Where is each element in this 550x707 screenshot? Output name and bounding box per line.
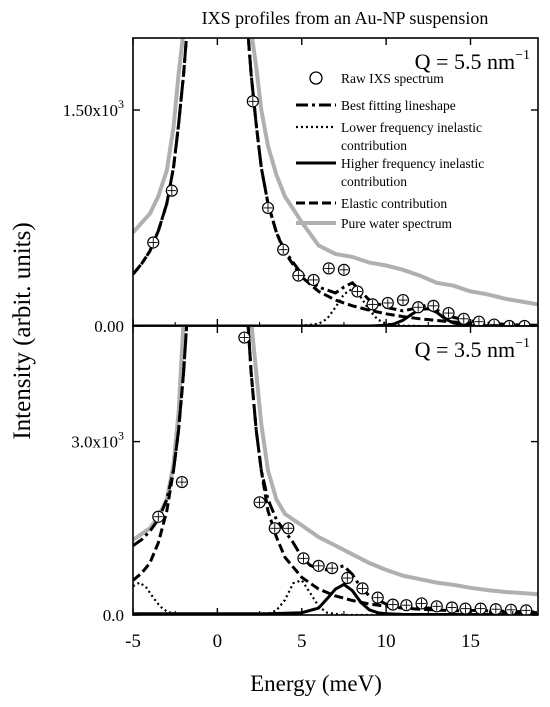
raw-data-point xyxy=(503,319,516,326)
legend-label: Pure water spectrum xyxy=(341,216,452,231)
raw-data-point xyxy=(261,201,275,215)
legend: Raw IXS spectrum Best fitting lineshape Lo… xyxy=(296,71,484,231)
raw-data-point xyxy=(430,600,443,613)
raw-data-point xyxy=(351,285,364,298)
raw-data-point xyxy=(412,301,425,314)
raw-data-point xyxy=(371,591,384,604)
panel-frame xyxy=(132,325,539,616)
y-axis-label: Intensity (arbit. units) xyxy=(9,222,36,439)
x-tick-label: 0 xyxy=(213,631,223,652)
x-tick-label: 10 xyxy=(377,631,396,652)
raw-data-point xyxy=(322,262,335,275)
y-tick-label: 0.0 xyxy=(103,606,124,625)
raw-data-point xyxy=(307,273,320,287)
legend-item: Elastic contribution xyxy=(296,196,447,211)
raw-data-point xyxy=(474,602,487,615)
y-tick-label: 0.00 xyxy=(94,317,124,336)
y-tick-exponent: 3 xyxy=(118,97,124,111)
raw-data-point xyxy=(504,603,518,615)
legend-label: Raw IXS spectrum xyxy=(341,71,444,86)
legend-label: Best fitting lineshape xyxy=(341,98,456,113)
raw-data-point xyxy=(396,293,410,307)
legend-label-line2: contribution xyxy=(341,138,407,153)
panel-top: 0.00 1.50x103 Q = 5.5 nm−1 xyxy=(63,37,539,336)
panel-frame xyxy=(132,37,539,327)
q-label: Q = 3.5 nm−1 xyxy=(415,336,530,362)
legend-label: Lower frequency inelastic xyxy=(341,120,482,135)
x-tick-label: 15 xyxy=(461,631,480,652)
panel-bottom: -5 0 5 10 15 0.0 3.0x103 Q = 3.5 nm−1 xyxy=(71,325,539,652)
plot-area xyxy=(133,326,538,615)
y-tick-label: 1.50x103 xyxy=(63,97,124,120)
raw-data-point xyxy=(520,604,533,615)
raw-data-point xyxy=(341,571,354,585)
raw-data-point xyxy=(366,298,379,311)
legend-label: Higher frequency inelastic xyxy=(341,156,484,171)
raw-data-point xyxy=(459,602,472,615)
series-solid-line xyxy=(133,582,538,615)
raw-data-point xyxy=(386,598,399,611)
legend-item: Lower frequency inelastic contribution xyxy=(296,120,482,153)
legend-item: Pure water spectrum xyxy=(296,216,452,231)
raw-data-point xyxy=(381,296,394,310)
raw-data-point xyxy=(472,315,486,326)
x-tick-label: 5 xyxy=(297,631,307,652)
plot-area xyxy=(133,38,538,326)
y-tick-label: 3.0x103 xyxy=(71,429,124,452)
q-label-superscript: −1 xyxy=(515,48,530,63)
raw-data-point xyxy=(326,562,339,575)
legend-item: Best fitting lineshape xyxy=(296,98,456,113)
raw-data-point xyxy=(312,559,325,572)
raw-data-point xyxy=(489,603,502,615)
y-tick-exponent: 3 xyxy=(118,429,124,443)
raw-data-point xyxy=(445,601,459,614)
legend-marker-icon xyxy=(309,71,323,85)
raw-data-point xyxy=(427,299,440,312)
q-label-superscript: −1 xyxy=(515,336,530,351)
legend-item: Higher frequency inelastic contribution xyxy=(296,156,484,189)
raw-data-point xyxy=(442,306,455,320)
raw-data-point xyxy=(415,597,428,610)
raw-data-point xyxy=(165,184,178,197)
legend-label-line2: contribution xyxy=(341,174,407,189)
raw-data-point xyxy=(297,552,310,565)
raw-data-point xyxy=(246,95,259,108)
legend-item: Raw IXS spectrum xyxy=(309,71,444,86)
raw-data-point xyxy=(253,496,266,509)
raw-data-point xyxy=(488,318,501,326)
series-dashdot-line xyxy=(133,38,538,326)
raw-data-point xyxy=(268,522,281,535)
x-tick-label: -5 xyxy=(125,631,141,652)
figure-title: IXS profiles from an Au-NP suspension xyxy=(202,8,489,28)
series-gray-line xyxy=(133,38,538,307)
raw-data-point xyxy=(277,243,290,256)
raw-data-point xyxy=(400,599,413,612)
raw-data-point xyxy=(175,475,189,489)
raw-data-point xyxy=(292,269,305,282)
raw-data-point xyxy=(238,331,251,344)
legend-label: Elastic contribution xyxy=(341,196,447,211)
q-label-main: Q = 5.5 nm xyxy=(415,49,515,74)
raw-data-point xyxy=(457,312,470,325)
raw-data-point xyxy=(152,510,165,523)
series-dashed-line xyxy=(133,38,538,326)
x-axis-label: Energy (meV) xyxy=(250,671,382,696)
raw-data-point xyxy=(356,582,369,595)
raw-data-point xyxy=(147,236,160,249)
raw-data-point xyxy=(282,522,295,535)
raw-data-point xyxy=(337,263,351,276)
q-label-main: Q = 3.5 nm xyxy=(415,337,515,362)
q-label: Q = 5.5 nm−1 xyxy=(415,48,530,74)
raw-data-point xyxy=(518,319,531,326)
